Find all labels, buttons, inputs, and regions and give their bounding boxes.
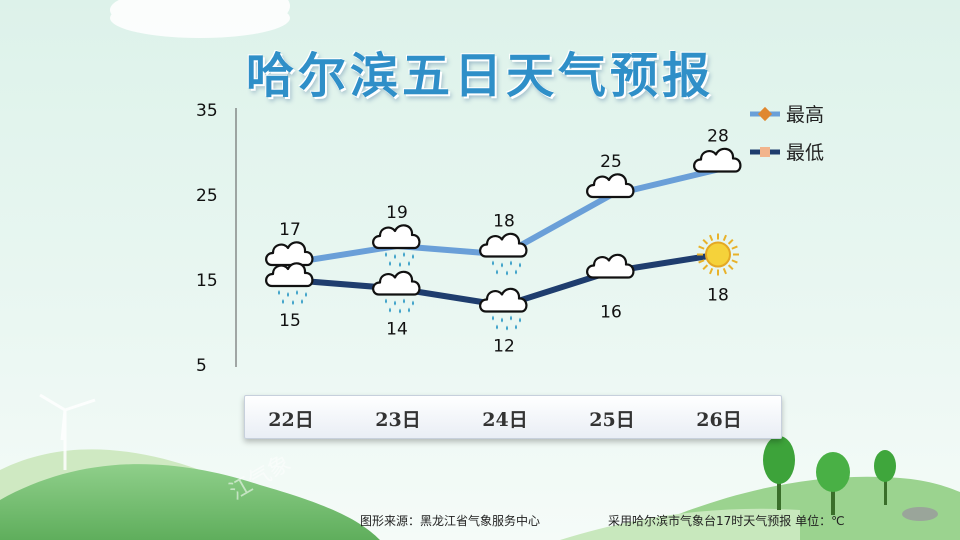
data-label-low: 15 bbox=[279, 311, 301, 331]
cloud-rain-icon bbox=[372, 224, 421, 267]
footer-source: 图形来源：黑龙江省气象服务中心 bbox=[360, 514, 541, 528]
x-tick-label: 22日 bbox=[268, 409, 314, 431]
footer-note: 采用哈尔滨市气象台17时天气预报 单位：℃ bbox=[608, 514, 845, 528]
data-label-low: 12 bbox=[493, 337, 515, 357]
sun-icon bbox=[697, 233, 739, 276]
hill-main bbox=[0, 464, 380, 540]
data-label-high: 19 bbox=[386, 203, 408, 223]
cloud-icon bbox=[693, 147, 742, 173]
trees bbox=[763, 436, 938, 521]
y-tick-label: 35 bbox=[196, 101, 218, 121]
data-label-high: 25 bbox=[600, 152, 622, 172]
legend-label: 最高 bbox=[786, 104, 824, 126]
cloud-rain-icon bbox=[372, 270, 421, 314]
wind-turbine bbox=[39, 393, 96, 470]
data-label-low: 18 bbox=[707, 286, 729, 306]
cloud-rain-icon bbox=[265, 262, 314, 305]
x-tick-label: 24日 bbox=[482, 409, 528, 431]
cloud-icon bbox=[586, 173, 635, 199]
cloud-rain-icon bbox=[479, 232, 528, 276]
y-tick-label: 5 bbox=[196, 356, 207, 376]
data-label-high: 18 bbox=[493, 212, 515, 232]
legend-marker bbox=[757, 106, 773, 122]
data-label-high: 17 bbox=[279, 220, 301, 240]
x-tick-label: 23日 bbox=[375, 409, 421, 431]
data-label-high: 28 bbox=[707, 127, 729, 147]
decorative-cloud bbox=[110, 0, 290, 38]
legend-label: 最低 bbox=[786, 142, 824, 164]
y-tick-label: 15 bbox=[196, 271, 218, 291]
cloud-icon bbox=[586, 253, 635, 279]
data-label-low: 14 bbox=[386, 320, 408, 340]
x-tick-label: 25日 bbox=[589, 409, 635, 431]
data-label-low: 16 bbox=[600, 303, 622, 323]
cloud-rain-icon bbox=[479, 287, 528, 331]
date-bar: 22日 23日 24日 25日 26日 bbox=[244, 395, 782, 439]
legend-marker bbox=[760, 147, 770, 157]
legend-item: 最低 bbox=[750, 142, 824, 164]
legend-item: 最高 bbox=[750, 104, 824, 126]
x-tick-label: 26日 bbox=[696, 409, 742, 431]
y-tick-label: 25 bbox=[196, 186, 218, 206]
page-title: 哈尔滨五日天气预报 bbox=[245, 48, 714, 104]
